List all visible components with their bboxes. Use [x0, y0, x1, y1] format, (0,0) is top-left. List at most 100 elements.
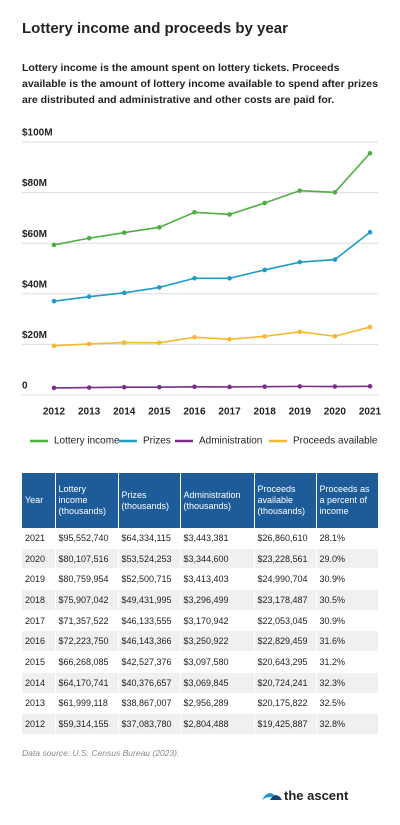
series-line	[53, 152, 371, 246]
data-point	[121, 230, 127, 235]
logo-icon	[262, 793, 278, 800]
data-point	[51, 385, 57, 391]
table-cell: 2020	[22, 548, 56, 570]
table-cell: $20,724,241	[254, 672, 317, 694]
table-cell: $26,860,610	[254, 528, 317, 549]
data-point	[297, 188, 303, 193]
data-point	[262, 267, 267, 273]
data-point	[367, 150, 373, 156]
table-cell: $75,907,042	[55, 589, 119, 611]
table-cell: $24,990,704	[254, 568, 317, 591]
legend-label: Proceeds available	[293, 436, 378, 447]
table-cell: 2021	[22, 528, 56, 549]
data-point	[297, 259, 303, 265]
table-cell: $64,170,741	[55, 672, 119, 694]
table-cell: $66,268,085	[55, 651, 119, 673]
table-row: 2020 $80,107,516 $53,524,253 $3,344,600 $23,…	[22, 548, 379, 570]
table-cell: 2016	[22, 630, 56, 653]
y-tick-label: $40M	[22, 279, 47, 290]
table-cell: $23,228,561	[254, 548, 317, 570]
table-cell: 2014	[22, 672, 56, 694]
table-row: 2016 $72,223,750 $46,143,366 $3,250,922 $22,…	[22, 630, 379, 653]
data-point	[332, 257, 338, 262]
source-note: Data source: U.S. Census Bureau (2023).	[22, 748, 180, 758]
table-cell: 2018	[22, 589, 56, 611]
data-point	[227, 212, 232, 217]
data-point	[121, 290, 127, 296]
table-cell: 2017	[22, 610, 56, 632]
table-cell: $22,053,045	[254, 610, 317, 632]
column-header: Prizes (thousands)	[118, 473, 181, 528]
column-header: Proceeds as a percent of income	[316, 473, 379, 528]
data-point	[192, 275, 197, 281]
table-cell: $3,443,381	[180, 528, 255, 549]
table-cell: $37,083,780	[118, 713, 181, 735]
data-point	[262, 200, 267, 206]
data-point	[51, 242, 57, 248]
column-header: Lottery income (thousands)	[55, 473, 119, 528]
legend-label: Administration	[199, 436, 262, 447]
table-cell: $19,425,887	[254, 713, 317, 735]
data-point	[157, 384, 162, 390]
table-cell: $64,334,115	[118, 528, 181, 549]
table-cell: $3,413,403	[180, 568, 255, 591]
data-point	[192, 384, 197, 390]
table-cell: 28.1%	[316, 528, 379, 549]
header-row: Year Lottery income (thousands) Prizes (th…	[22, 473, 379, 528]
brand-name: the ascent	[284, 788, 349, 803]
data-point	[262, 334, 267, 339]
table-cell: $38,867,007	[118, 693, 181, 715]
table-cell: 32.3%	[316, 672, 379, 694]
table-cell: $3,344,600	[180, 548, 255, 570]
table-cell: $3,097,580	[180, 651, 255, 673]
data-point	[332, 190, 338, 195]
table-row: 2012 $59,314,155 $37,083,780 $2,804,488 $19,…	[22, 713, 379, 735]
table-cell: $80,759,954	[55, 568, 119, 591]
table-cell: $59,314,155	[55, 713, 119, 735]
data-point	[121, 384, 127, 390]
data-point	[157, 225, 162, 230]
data-point	[367, 383, 373, 389]
table-cell: $49,431,995	[118, 589, 181, 611]
table-cell: 29.0%	[316, 548, 379, 570]
y-tick-label: 0	[22, 381, 28, 392]
table-cell: $22,829,459	[254, 630, 317, 653]
data-point	[86, 294, 92, 299]
table-cell: 30.9%	[316, 568, 379, 591]
data-point	[51, 343, 57, 349]
data-point	[297, 384, 303, 389]
data-point	[262, 384, 267, 389]
table-row: 2019 $80,759,954 $52,500,715 $3,413,403 $24,…	[22, 568, 379, 591]
data-point	[332, 384, 338, 389]
table-cell: $3,069,845	[180, 672, 255, 694]
table-cell: $2,956,289	[180, 693, 255, 715]
table-cell: $80,107,516	[55, 548, 119, 570]
data-point	[367, 324, 373, 330]
x-tick-label: 2020	[324, 407, 347, 418]
y-tick-label: $60M	[22, 229, 47, 240]
data-point	[227, 336, 232, 342]
table-cell: $3,250,922	[180, 630, 255, 653]
table-cell: $95,552,740	[55, 528, 119, 549]
data-point	[227, 275, 232, 281]
table-row: 2018 $75,907,042 $49,431,995 $3,296,499 $23,…	[22, 589, 379, 611]
table-cell: $42,527,376	[118, 651, 181, 673]
series-line	[53, 385, 371, 389]
data-point	[297, 329, 303, 335]
table-row: 2021 $95,552,740 $64,334,115 $3,443,381 $26,…	[22, 528, 379, 549]
chart-title: Lottery income and proceeds by year	[22, 20, 288, 37]
data-point	[157, 340, 162, 346]
series-line	[53, 326, 371, 347]
table-cell: $20,643,295	[254, 651, 317, 673]
data-point	[157, 285, 162, 290]
table-cell: $61,999,118	[55, 693, 119, 715]
data-point	[192, 209, 197, 215]
data-point	[86, 385, 92, 390]
series-line	[53, 231, 371, 302]
data-point	[86, 341, 92, 347]
x-tick-label: 2016	[183, 407, 206, 418]
table-cell: $53,524,253	[118, 548, 181, 570]
table-row: 2014 $64,170,741 $40,376,657 $3,069,845 $20,…	[22, 672, 379, 694]
table-cell: 32.5%	[316, 693, 379, 715]
